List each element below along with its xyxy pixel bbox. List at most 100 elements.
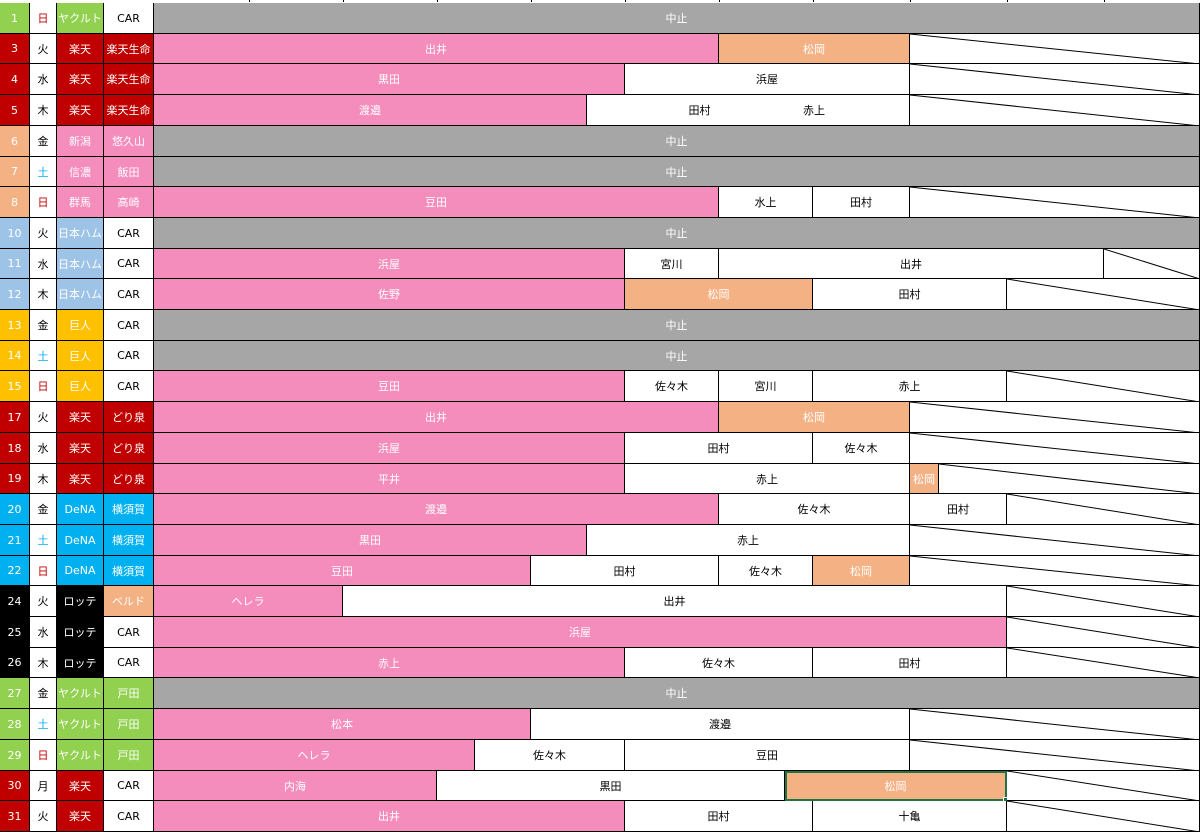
day-cell[interactable]: 27 bbox=[0, 678, 30, 709]
assignment-cell[interactable]: 田村 bbox=[625, 433, 813, 464]
day-cell[interactable]: 19 bbox=[0, 464, 30, 494]
assignment-cell[interactable]: 赤上 bbox=[587, 525, 910, 556]
empty-slot-slash[interactable] bbox=[910, 402, 1200, 433]
assignment-cell[interactable]: 浜屋 bbox=[154, 433, 625, 464]
venue-cell[interactable]: 楽天生命 bbox=[104, 95, 154, 126]
assignment-cell[interactable]: 松本 bbox=[154, 709, 531, 740]
cancelled-cell[interactable]: 中止 bbox=[154, 218, 1200, 249]
venue-cell[interactable]: 戸田 bbox=[104, 709, 154, 740]
assignment-cell[interactable]: 宮川 bbox=[719, 371, 813, 402]
day-cell[interactable]: 7 bbox=[0, 157, 30, 187]
team-cell[interactable]: 楽天 bbox=[57, 433, 104, 464]
day-cell[interactable]: 30 bbox=[0, 771, 30, 801]
assignment-cell[interactable]: 黒田 bbox=[437, 771, 785, 801]
venue-cell[interactable]: 横須賀 bbox=[104, 525, 154, 556]
venue-cell[interactable]: CAR bbox=[104, 617, 154, 648]
assignment-cell[interactable]: 松岡 bbox=[719, 402, 910, 433]
assignment-cell[interactable]: 浜屋 bbox=[154, 249, 625, 279]
day-cell[interactable]: 31 bbox=[0, 801, 30, 832]
weekday-cell[interactable]: 火 bbox=[30, 402, 57, 433]
assignment-cell[interactable]: 浜屋 bbox=[154, 617, 1007, 648]
empty-slot-slash[interactable] bbox=[1007, 586, 1200, 617]
assignment-cell[interactable]: 佐々木 bbox=[719, 556, 813, 586]
weekday-cell[interactable]: 日 bbox=[30, 187, 57, 218]
assignment-cell[interactable]: 赤上 bbox=[719, 95, 910, 126]
venue-cell[interactable]: CAR bbox=[104, 341, 154, 371]
team-cell[interactable]: 巨人 bbox=[57, 371, 104, 402]
assignment-cell[interactable]: 赤上 bbox=[813, 371, 1007, 402]
day-cell[interactable]: 8 bbox=[0, 187, 30, 218]
team-cell[interactable]: ロッテ bbox=[57, 648, 104, 678]
assignment-cell[interactable]: 佐々木 bbox=[813, 433, 910, 464]
cancelled-cell[interactable]: 中止 bbox=[154, 157, 1200, 187]
assignment-cell[interactable]: 出井 bbox=[719, 249, 1104, 279]
team-cell[interactable]: 楽天 bbox=[57, 464, 104, 494]
day-cell[interactable]: 12 bbox=[0, 279, 30, 310]
weekday-cell[interactable]: 水 bbox=[30, 433, 57, 464]
team-cell[interactable]: 楽天 bbox=[57, 64, 104, 95]
empty-slot-slash[interactable] bbox=[910, 34, 1200, 64]
venue-cell[interactable]: ベルド bbox=[104, 586, 154, 617]
team-cell[interactable]: ロッテ bbox=[57, 617, 104, 648]
day-cell[interactable]: 29 bbox=[0, 740, 30, 771]
day-cell[interactable]: 18 bbox=[0, 433, 30, 464]
assignment-cell[interactable]: 佐野 bbox=[154, 279, 625, 310]
assignment-cell[interactable]: 松岡 bbox=[910, 464, 939, 494]
empty-slot-slash[interactable] bbox=[910, 433, 1200, 464]
empty-slot-slash[interactable] bbox=[910, 556, 1200, 586]
empty-slot-slash[interactable] bbox=[910, 709, 1200, 740]
assignment-cell[interactable]: 出井 bbox=[154, 402, 719, 433]
venue-cell[interactable]: CAR bbox=[104, 801, 154, 832]
assignment-cell[interactable]: 佐々木 bbox=[719, 494, 910, 525]
day-cell[interactable]: 26 bbox=[0, 648, 30, 678]
cancelled-cell[interactable]: 中止 bbox=[154, 341, 1200, 371]
weekday-cell[interactable]: 木 bbox=[30, 464, 57, 494]
weekday-cell[interactable]: 木 bbox=[30, 648, 57, 678]
weekday-cell[interactable]: 火 bbox=[30, 801, 57, 832]
weekday-cell[interactable]: 火 bbox=[30, 218, 57, 249]
assignment-cell[interactable]: 渡邉 bbox=[531, 709, 910, 740]
assignment-cell[interactable]: 佐々木 bbox=[625, 648, 813, 678]
venue-cell[interactable]: 楽天生命 bbox=[104, 34, 154, 64]
empty-slot-slash[interactable] bbox=[1007, 801, 1200, 832]
assignment-cell[interactable]: ヘレラ bbox=[154, 740, 475, 771]
team-cell[interactable]: 楽天 bbox=[57, 771, 104, 801]
team-cell[interactable]: 楽天 bbox=[57, 801, 104, 832]
assignment-cell[interactable]: 渡邉 bbox=[154, 494, 719, 525]
weekday-cell[interactable]: 金 bbox=[30, 126, 57, 157]
empty-slot-slash[interactable] bbox=[1007, 371, 1200, 402]
assignment-cell[interactable]: 豆田 bbox=[154, 187, 719, 218]
assignment-cell[interactable]: 田村 bbox=[910, 494, 1007, 525]
weekday-cell[interactable]: 金 bbox=[30, 310, 57, 341]
assignment-cell[interactable]: 松岡 bbox=[785, 771, 1007, 801]
assignment-cell[interactable]: 出井 bbox=[154, 34, 719, 64]
venue-cell[interactable]: CAR bbox=[104, 310, 154, 341]
team-cell[interactable]: ヤクルト bbox=[57, 678, 104, 709]
team-cell[interactable]: ヤクルト bbox=[57, 709, 104, 740]
day-cell[interactable]: 22 bbox=[0, 556, 30, 586]
empty-slot-slash[interactable] bbox=[1007, 771, 1200, 801]
team-cell[interactable]: DeNA bbox=[57, 556, 104, 586]
day-cell[interactable]: 10 bbox=[0, 218, 30, 249]
assignment-cell[interactable]: 豆田 bbox=[154, 556, 531, 586]
assignment-cell[interactable]: 十亀 bbox=[813, 801, 1007, 832]
day-cell[interactable]: 11 bbox=[0, 249, 30, 279]
assignment-cell[interactable]: 田村 bbox=[813, 187, 910, 218]
assignment-cell[interactable]: 田村 bbox=[625, 801, 813, 832]
assignment-cell[interactable]: 出井 bbox=[343, 586, 1007, 617]
venue-cell[interactable]: CAR bbox=[104, 3, 154, 34]
weekday-cell[interactable]: 土 bbox=[30, 709, 57, 740]
day-cell[interactable]: 1 bbox=[0, 3, 30, 34]
assignment-cell[interactable]: 浜屋 bbox=[625, 64, 910, 95]
weekday-cell[interactable]: 金 bbox=[30, 678, 57, 709]
weekday-cell[interactable]: 日 bbox=[30, 556, 57, 586]
team-cell[interactable]: ロッテ bbox=[57, 586, 104, 617]
venue-cell[interactable]: どり泉 bbox=[104, 433, 154, 464]
assignment-cell[interactable]: 佐々木 bbox=[625, 371, 719, 402]
assignment-cell[interactable]: 田村 bbox=[813, 648, 1007, 678]
weekday-cell[interactable]: 水 bbox=[30, 249, 57, 279]
venue-cell[interactable]: CAR bbox=[104, 249, 154, 279]
cancelled-cell[interactable]: 中止 bbox=[154, 678, 1200, 709]
cancelled-cell[interactable]: 中止 bbox=[154, 3, 1200, 34]
weekday-cell[interactable]: 日 bbox=[30, 371, 57, 402]
